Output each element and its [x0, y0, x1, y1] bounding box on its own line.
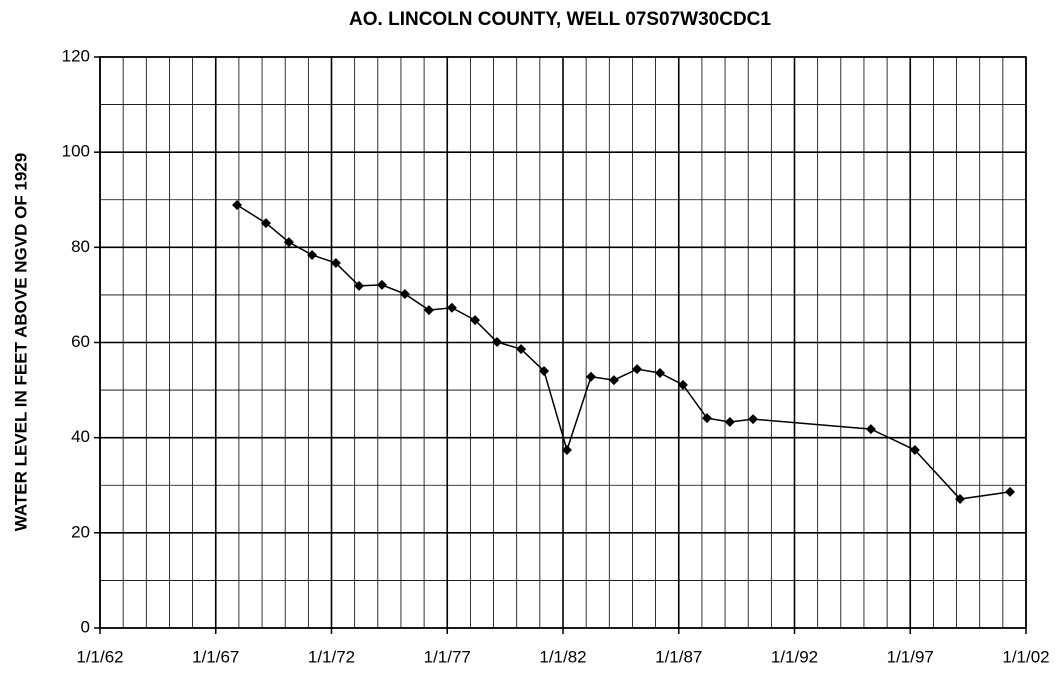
data-point [677, 379, 688, 390]
data-point [724, 416, 735, 427]
x-tick-label: 1/1/97 [887, 647, 934, 666]
data-point [307, 249, 318, 260]
data-point [909, 445, 920, 456]
x-tick-label: 1/1/92 [771, 647, 818, 666]
x-tick-label: 1/1/67 [192, 647, 239, 666]
y-tick-label: 40 [71, 427, 90, 446]
data-point [260, 218, 271, 229]
y-tick-label: 0 [81, 617, 90, 636]
data-point [539, 366, 550, 377]
data-point [586, 371, 597, 382]
chart-title: AO. LINCOLN COUNTY, WELL 07S07W30CDC1 [349, 9, 771, 30]
y-axis-label: WATER LEVEL IN FEET ABOVE NGVD OF 1929 [11, 153, 30, 531]
x-tick-label: 1/1/72 [308, 647, 355, 666]
data-point [516, 344, 527, 355]
data-point [470, 315, 481, 326]
data-point [492, 337, 503, 348]
x-tick-label: 1/1/77 [424, 647, 471, 666]
y-tick-label: 20 [71, 522, 90, 541]
x-tick-label: 1/1/62 [76, 647, 123, 666]
x-tick-label: 1/1/87 [655, 647, 702, 666]
data-point [608, 375, 619, 386]
x-tick-label: 1/1/02 [1002, 647, 1049, 666]
x-tick-label: 1/1/82 [539, 647, 586, 666]
y-tick-label: 120 [62, 46, 90, 65]
data-point [283, 237, 294, 248]
data-point [399, 288, 410, 299]
y-tick-label: 60 [71, 332, 90, 351]
data-point [701, 413, 712, 424]
data-point [654, 367, 665, 378]
data-point [232, 199, 243, 210]
data-point [423, 305, 434, 316]
data-point [865, 424, 876, 435]
data-point [748, 414, 759, 425]
data-point [354, 280, 365, 291]
data-point [1005, 486, 1016, 497]
data-point [632, 364, 643, 375]
data-point [446, 302, 457, 313]
data-line [236, 204, 1011, 500]
plot-frame [99, 56, 1027, 629]
data-point [955, 494, 966, 505]
data-point [376, 279, 387, 290]
data-point [561, 445, 572, 456]
y-tick-label: 80 [71, 237, 90, 256]
data-point [330, 258, 341, 269]
y-tick-label: 100 [62, 142, 90, 161]
